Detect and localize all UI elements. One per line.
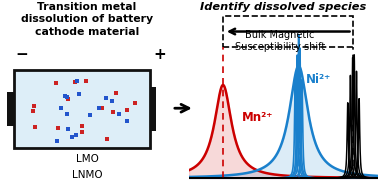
Bar bbox=[223, 16, 353, 47]
Text: Ni²⁺: Ni²⁺ bbox=[306, 73, 332, 86]
Text: +: + bbox=[153, 47, 166, 62]
Point bbox=[110, 111, 116, 114]
Point bbox=[72, 80, 78, 83]
Point bbox=[79, 125, 85, 128]
Point bbox=[124, 120, 130, 123]
Text: −: − bbox=[15, 47, 28, 62]
Bar bbox=[7, 92, 14, 126]
Point bbox=[76, 92, 82, 95]
Point bbox=[132, 101, 138, 104]
Point bbox=[116, 112, 122, 115]
Point bbox=[103, 96, 109, 99]
Point bbox=[87, 113, 93, 116]
Point bbox=[65, 128, 71, 131]
Point bbox=[104, 138, 110, 141]
Point bbox=[30, 110, 36, 113]
Point bbox=[62, 95, 68, 97]
Text: LMO: LMO bbox=[76, 154, 98, 164]
Point bbox=[64, 95, 70, 98]
Text: LNMO: LNMO bbox=[71, 170, 102, 180]
Bar bbox=[14, 70, 150, 148]
Point bbox=[96, 106, 102, 109]
Point bbox=[69, 136, 75, 139]
Point bbox=[73, 133, 79, 136]
Point bbox=[31, 126, 37, 129]
Text: Bulk Magnetic
Susceptibility shift: Bulk Magnetic Susceptibility shift bbox=[235, 30, 325, 52]
Point bbox=[79, 131, 85, 134]
Point bbox=[124, 108, 130, 111]
Bar bbox=[150, 87, 156, 131]
Text: Identify dissolved species: Identify dissolved species bbox=[200, 2, 367, 12]
Point bbox=[53, 82, 59, 85]
Point bbox=[99, 106, 105, 109]
Point bbox=[74, 79, 80, 82]
Text: Mn²⁺: Mn²⁺ bbox=[242, 111, 273, 124]
Point bbox=[108, 99, 115, 102]
Point bbox=[113, 92, 119, 95]
Point bbox=[54, 139, 60, 142]
Point bbox=[64, 112, 70, 115]
Point bbox=[31, 105, 37, 108]
Point bbox=[55, 126, 61, 129]
Point bbox=[65, 97, 71, 100]
Point bbox=[58, 106, 64, 109]
Text: Transition metal
dissolution of battery
cathode material: Transition metal dissolution of battery … bbox=[21, 2, 153, 37]
Point bbox=[83, 79, 89, 82]
